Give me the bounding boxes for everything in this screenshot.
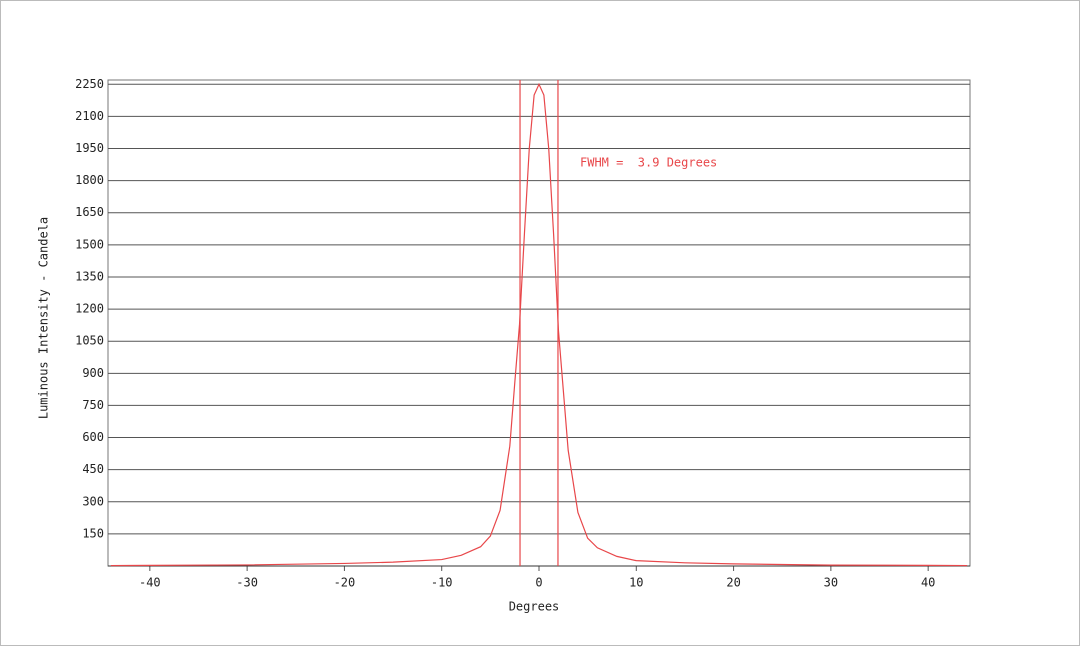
x-tick-label: 40	[921, 576, 935, 590]
y-tick-label: 750	[82, 398, 104, 412]
y-tick-label: 1050	[75, 334, 104, 348]
y-tick-label: 150	[82, 526, 104, 540]
y-tick-label: 300	[82, 494, 104, 508]
y-tick-label: 2250	[75, 77, 104, 91]
x-tick-label: 20	[726, 576, 740, 590]
y-tick-label: 1350	[75, 269, 104, 283]
y-tick-label: 1500	[75, 237, 104, 251]
y-tick-label: 1950	[75, 141, 104, 155]
y-tick-label: 1800	[75, 173, 104, 187]
x-tick-label: 30	[824, 576, 838, 590]
y-axis-label: Luminous Intensity - Candela	[37, 217, 51, 419]
curve	[110, 82, 968, 567]
y-tick-label: 900	[82, 366, 104, 380]
y-tick-label: 1200	[75, 302, 104, 316]
x-tick-label: -10	[431, 576, 453, 590]
x-tick-label: -20	[334, 576, 356, 590]
y-tick-label: 450	[82, 462, 104, 476]
y-tick-label: 2100	[75, 109, 104, 123]
y-tick-label: 600	[82, 430, 104, 444]
x-tick-label: -40	[139, 576, 161, 590]
annotation: FWHM = 3.9 Degrees	[580, 156, 717, 170]
y-tick-label: 1650	[75, 205, 104, 219]
x-tick-label: 10	[629, 576, 643, 590]
x-tick-label: 0	[535, 576, 542, 590]
x-axis-label: Degrees	[509, 600, 560, 614]
x-tick-label: -30	[236, 576, 258, 590]
